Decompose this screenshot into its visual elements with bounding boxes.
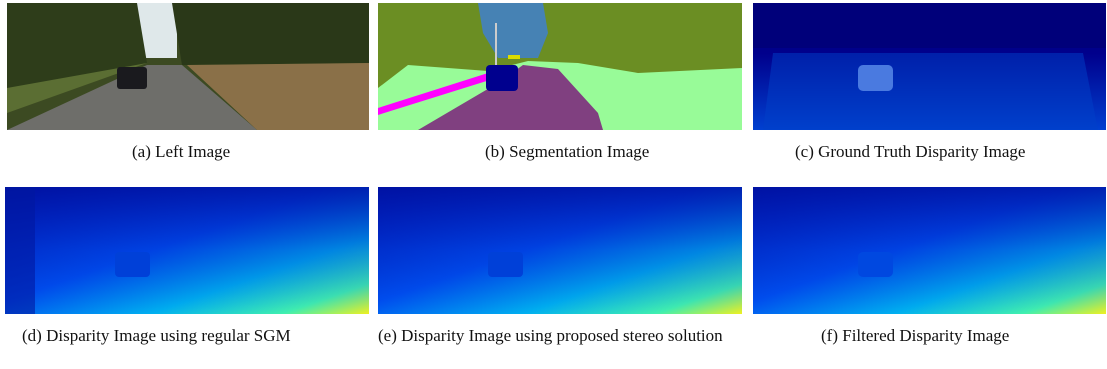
ground-truth-disparity <box>753 3 1106 130</box>
caption: (f) Filtered Disparity Image <box>821 325 1009 346</box>
caption: (e) Disparity Image using proposed stere… <box>378 325 742 346</box>
segmentation-image <box>378 3 742 130</box>
caption: (c) Ground Truth Disparity Image <box>795 141 1025 162</box>
filtered-disparity <box>753 187 1106 314</box>
caption: (a) Left Image <box>132 141 230 162</box>
caption: (d) Disparity Image using regular SGM <box>22 325 291 346</box>
caption: (b) Segmentation Image <box>485 141 649 162</box>
disparity-proposed <box>378 187 742 314</box>
figure-page: (a) Left Image (b) Segmentation Image (c… <box>0 0 1107 369</box>
disparity-sgm <box>5 187 369 314</box>
left-image <box>7 3 369 130</box>
